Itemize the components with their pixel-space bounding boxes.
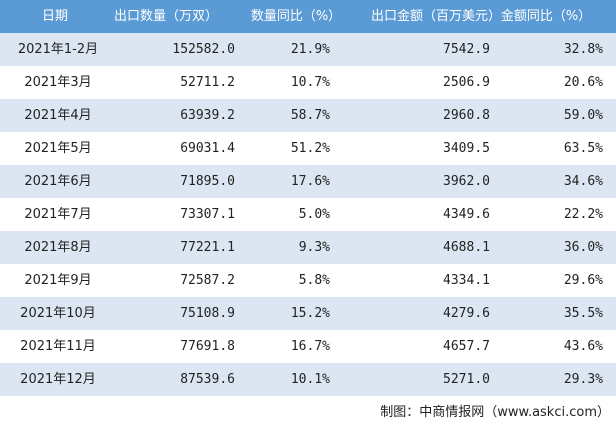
date-cell: 2021年12月 — [20, 372, 96, 387]
value-cell: 75108.9 — [180, 306, 235, 321]
value-cell: 4657.7 — [443, 339, 490, 354]
value-cell: 10.7% — [290, 75, 330, 90]
table-row: 2021年11月 77691.8 16.7% 4657.7 43.6% — [0, 330, 616, 363]
value-cell: 4279.6 — [443, 306, 490, 321]
value-cell: 7542.9 — [443, 42, 490, 57]
value-cell: 59.0% — [563, 108, 603, 123]
table-row: 2021年4月 63939.2 58.7% 2960.8 59.0% — [0, 99, 616, 132]
value-cell: 5271.0 — [443, 372, 490, 387]
date-cell: 2021年1-2月 — [17, 42, 99, 57]
value-cell: 58.7% — [290, 108, 330, 123]
table-row: 2021年6月 71895.0 17.6% 3962.0 34.6% — [0, 165, 616, 198]
value-cell: 4688.1 — [443, 240, 490, 255]
header-cell: 出口数量（万双） — [113, 9, 218, 24]
value-cell: 77221.1 — [180, 240, 235, 255]
value-cell: 17.6% — [290, 174, 330, 189]
value-cell: 29.6% — [563, 273, 603, 288]
value-cell: 20.6% — [563, 75, 603, 90]
date-cell: 2021年5月 — [24, 141, 92, 156]
value-cell: 3962.0 — [443, 174, 490, 189]
value-cell: 73307.1 — [180, 207, 235, 222]
table-row: 2021年12月 87539.6 10.1% 5271.0 29.3% — [0, 363, 616, 396]
date-cell: 2021年7月 — [24, 207, 92, 222]
value-cell: 9.3% — [298, 240, 330, 255]
table-row: 2021年3月 52711.2 10.7% 2506.9 20.6% — [0, 66, 616, 99]
date-cell: 2021年10月 — [20, 306, 96, 321]
date-cell: 2021年3月 — [24, 75, 92, 90]
date-cell: 2021年6月 — [24, 174, 92, 189]
value-cell: 152582.0 — [172, 42, 235, 57]
value-cell: 52711.2 — [180, 75, 235, 90]
value-cell: 63.5% — [563, 141, 603, 156]
value-cell: 77691.8 — [180, 339, 235, 354]
value-cell: 5.0% — [298, 207, 330, 222]
table-row: 2021年8月 77221.1 9.3% 4688.1 36.0% — [0, 231, 616, 264]
header-cell: 日期 — [41, 9, 68, 24]
value-cell: 2506.9 — [443, 75, 490, 90]
header-cell: 数量同比（%） — [250, 9, 342, 24]
value-cell: 22.2% — [563, 207, 603, 222]
value-cell: 2960.8 — [443, 108, 490, 123]
value-cell: 36.0% — [563, 240, 603, 255]
value-cell: 51.2% — [290, 141, 330, 156]
value-cell: 4334.1 — [443, 273, 490, 288]
value-cell: 5.8% — [298, 273, 330, 288]
table-row: 2021年5月 69031.4 51.2% 3409.5 63.5% — [0, 132, 616, 165]
value-cell: 71895.0 — [180, 174, 235, 189]
table-row: 2021年9月 72587.2 5.8% 4334.1 29.6% — [0, 264, 616, 297]
value-cell: 32.8% — [563, 42, 603, 57]
value-cell: 3409.5 — [443, 141, 490, 156]
date-cell: 2021年4月 — [24, 108, 92, 123]
footer-source: 制图：中商情报网（www.askci.com） — [380, 405, 610, 420]
date-cell: 2021年9月 — [24, 273, 92, 288]
value-cell: 43.6% — [563, 339, 603, 354]
value-cell: 34.6% — [563, 174, 603, 189]
header-cell: 金额同比（%） — [500, 9, 592, 24]
value-cell: 15.2% — [290, 306, 330, 321]
value-cell: 35.5% — [563, 306, 603, 321]
header-row: 日期 出口数量（万双） 数量同比（%） 出口金额（百万美元） 金额同比（%） — [0, 0, 616, 33]
header-cell: 出口金额（百万美元） — [370, 9, 501, 24]
table-row: 2021年7月 73307.1 5.0% 4349.6 22.2% — [0, 198, 616, 231]
value-cell: 10.1% — [290, 372, 330, 387]
date-cell: 2021年8月 — [24, 240, 92, 255]
value-cell: 63939.2 — [180, 108, 235, 123]
value-cell: 29.3% — [563, 372, 603, 387]
table-row: 2021年1-2月 152582.0 21.9% 7542.9 32.8% — [0, 33, 616, 66]
date-cell: 2021年11月 — [20, 339, 96, 354]
value-cell: 87539.6 — [180, 372, 235, 387]
value-cell: 16.7% — [290, 339, 330, 354]
value-cell: 4349.6 — [443, 207, 490, 222]
value-cell: 69031.4 — [180, 141, 235, 156]
table-row: 2021年10月 75108.9 15.2% 4279.6 35.5% — [0, 297, 616, 330]
value-cell: 21.9% — [290, 42, 330, 57]
value-cell: 72587.2 — [180, 273, 235, 288]
